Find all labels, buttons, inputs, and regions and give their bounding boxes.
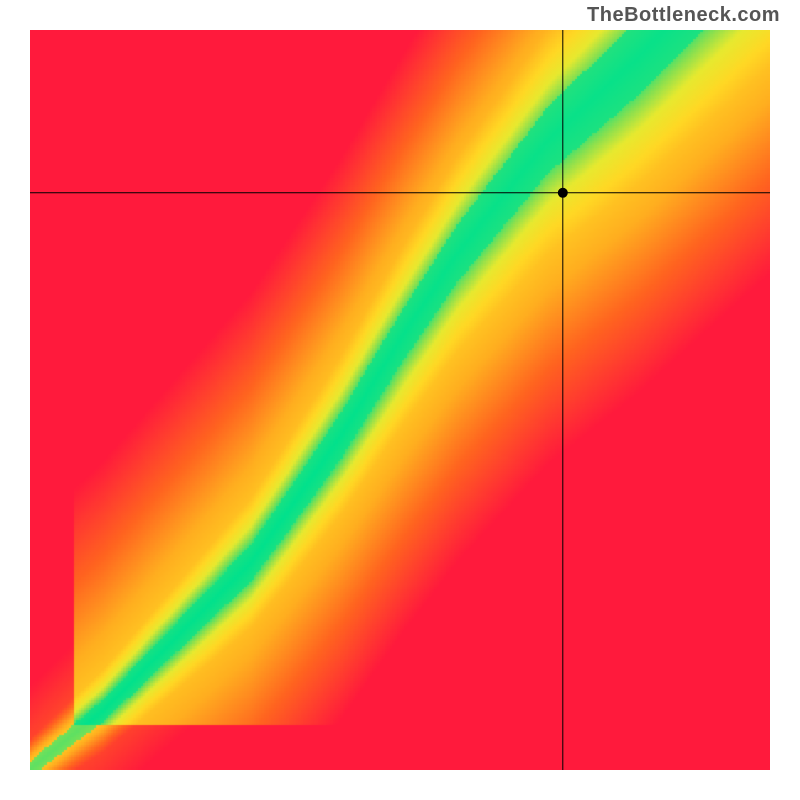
watermark-text: TheBottleneck.com bbox=[587, 4, 780, 27]
chart-container: TheBottleneck.com bbox=[0, 0, 800, 800]
bottleneck-heatmap bbox=[30, 30, 770, 770]
